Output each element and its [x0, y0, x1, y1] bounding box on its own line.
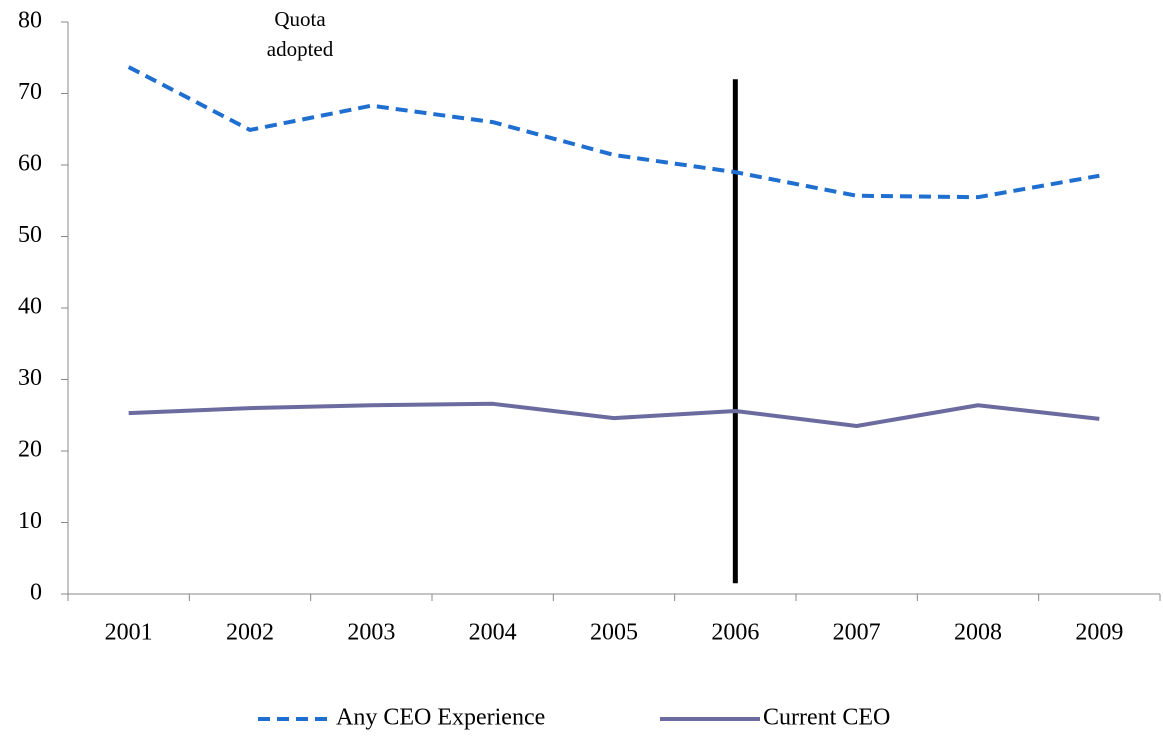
- annotation: Quota adopted: [266, 7, 334, 61]
- y-tick-label: 50: [18, 222, 42, 248]
- y-tick-label: 20: [18, 437, 42, 463]
- x-tick-label: 2004: [469, 620, 517, 646]
- y-tick-label: 40: [18, 294, 42, 320]
- x-tick-label: 2005: [590, 620, 638, 646]
- x-tick-label: 2008: [954, 620, 1002, 646]
- y-tick-label: 30: [18, 365, 42, 391]
- x-tick-label: 2007: [833, 620, 881, 646]
- x-tick-label: 2009: [1075, 620, 1123, 646]
- y-tick-label: 80: [18, 8, 42, 34]
- x-tick-label: 2003: [347, 620, 395, 646]
- legend-label: Any CEO Experience: [336, 705, 545, 731]
- legend-label: Current CEO: [763, 705, 890, 731]
- y-tick-label: 0: [30, 580, 42, 606]
- series-line: [127, 65, 1100, 200]
- x-tick-label: 2001: [105, 620, 153, 646]
- y-tick-label: 10: [18, 508, 42, 534]
- series-line: [128, 401, 1100, 428]
- y-tick-label: 70: [18, 79, 42, 105]
- x-tick-label: 2006: [711, 620, 759, 646]
- y-tick-label: 60: [18, 151, 42, 177]
- x-tick-label: 2002: [226, 620, 274, 646]
